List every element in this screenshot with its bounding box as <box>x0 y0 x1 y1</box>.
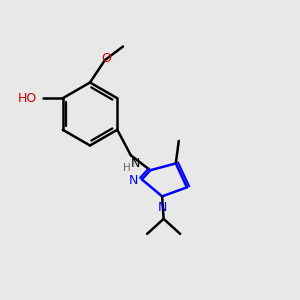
Text: O: O <box>101 52 111 65</box>
Text: HO: HO <box>17 92 37 105</box>
Text: N: N <box>130 157 140 170</box>
Text: N: N <box>129 173 138 187</box>
Text: N: N <box>158 201 167 214</box>
Text: H: H <box>123 163 131 173</box>
